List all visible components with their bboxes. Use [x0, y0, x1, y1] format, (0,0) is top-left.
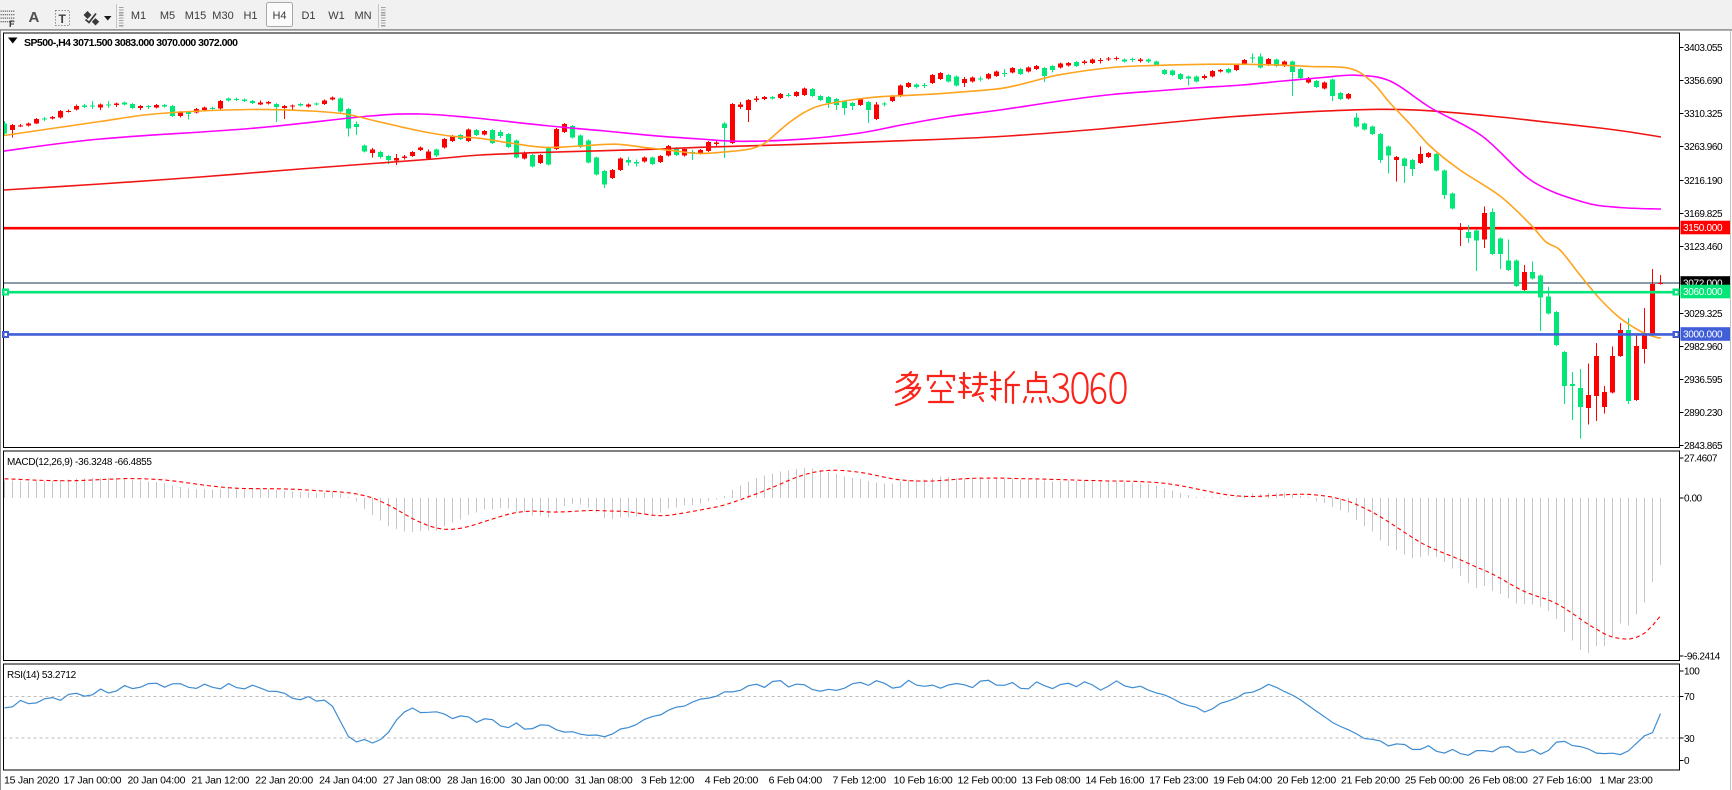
- svg-text:3 Feb 12:00: 3 Feb 12:00: [641, 775, 695, 787]
- svg-text:27 Jan 08:00: 27 Jan 08:00: [383, 775, 441, 787]
- svg-text:T: T: [59, 12, 67, 26]
- svg-text:SP500-,H4 3071.500 3083.000 3: SP500-,H4 3071.500 3083.000 3070.000 307…: [24, 37, 238, 49]
- svg-text:3060.000: 3060.000: [1683, 287, 1723, 298]
- svg-text:0.00: 0.00: [1684, 494, 1703, 505]
- svg-text:3072.000: 3072.000: [1683, 279, 1723, 290]
- svg-text:M1: M1: [131, 10, 146, 22]
- svg-text:RSI(14) 53.2712: RSI(14) 53.2712: [7, 670, 77, 681]
- svg-text:17 Feb 23:00: 17 Feb 23:00: [1149, 775, 1208, 787]
- svg-text:27 Feb 16:00: 27 Feb 16:00: [1533, 775, 1592, 787]
- svg-text:3169.825: 3169.825: [1684, 209, 1723, 220]
- svg-text:F: F: [9, 19, 15, 29]
- svg-text:2982.960: 2982.960: [1684, 342, 1723, 353]
- svg-text:W1: W1: [328, 10, 345, 22]
- svg-text:30 Jan 00:00: 30 Jan 00:00: [511, 775, 569, 787]
- svg-text:3123.460: 3123.460: [1684, 242, 1723, 253]
- svg-text:M5: M5: [160, 10, 175, 22]
- svg-text:3310.325: 3310.325: [1684, 109, 1723, 120]
- svg-text:20 Jan 04:00: 20 Jan 04:00: [127, 775, 185, 787]
- svg-text:22 Jan 20:00: 22 Jan 20:00: [255, 775, 313, 787]
- svg-text:15 Jan 2020: 15 Jan 2020: [4, 775, 59, 787]
- svg-text:26 Feb 08:00: 26 Feb 08:00: [1469, 775, 1528, 787]
- svg-text:28 Jan 16:00: 28 Jan 16:00: [447, 775, 505, 787]
- svg-text:MN: MN: [354, 10, 371, 22]
- svg-text:3403.055: 3403.055: [1684, 43, 1723, 54]
- svg-text:19 Feb 04:00: 19 Feb 04:00: [1213, 775, 1272, 787]
- svg-text:10 Feb 16:00: 10 Feb 16:00: [894, 775, 953, 787]
- svg-text:D1: D1: [301, 10, 315, 22]
- svg-text:H1: H1: [243, 10, 257, 22]
- svg-text:2890.230: 2890.230: [1684, 408, 1723, 419]
- svg-text:0: 0: [1684, 756, 1690, 767]
- svg-text:21 Feb 20:00: 21 Feb 20:00: [1341, 775, 1400, 787]
- svg-text:3029.325: 3029.325: [1684, 309, 1723, 320]
- svg-text:3216.190: 3216.190: [1684, 176, 1723, 187]
- svg-text:2936.595: 2936.595: [1684, 375, 1723, 386]
- svg-text:20 Feb 12:00: 20 Feb 12:00: [1277, 775, 1336, 787]
- svg-text:-96.2414: -96.2414: [1684, 652, 1721, 663]
- svg-text:1 Mar 23:00: 1 Mar 23:00: [1599, 775, 1653, 787]
- svg-text:6 Feb 04:00: 6 Feb 04:00: [769, 775, 823, 787]
- svg-text:M15: M15: [185, 10, 206, 22]
- svg-text:3000.000: 3000.000: [1683, 330, 1723, 341]
- svg-text:70: 70: [1684, 692, 1695, 703]
- svg-text:13 Feb 08:00: 13 Feb 08:00: [1021, 775, 1080, 787]
- svg-text:M30: M30: [212, 10, 233, 22]
- svg-text:100: 100: [1684, 667, 1700, 678]
- svg-text:H4: H4: [272, 10, 286, 22]
- svg-text:3263.960: 3263.960: [1684, 142, 1723, 153]
- svg-text:30: 30: [1684, 734, 1695, 745]
- svg-text:24 Jan 04:00: 24 Jan 04:00: [319, 775, 377, 787]
- svg-text:12 Feb 00:00: 12 Feb 00:00: [958, 775, 1017, 787]
- svg-text:25 Feb 00:00: 25 Feb 00:00: [1405, 775, 1464, 787]
- svg-text:A: A: [29, 9, 40, 26]
- svg-text:7 Feb 12:00: 7 Feb 12:00: [833, 775, 887, 787]
- svg-text:31 Jan 08:00: 31 Jan 08:00: [575, 775, 633, 787]
- svg-text:MACD(12,26,9) -36.3248 -66.485: MACD(12,26,9) -36.3248 -66.4855: [7, 457, 152, 468]
- svg-text:21 Jan 12:00: 21 Jan 12:00: [191, 775, 249, 787]
- svg-text:27.4607: 27.4607: [1684, 454, 1718, 465]
- svg-text:2843.865: 2843.865: [1684, 441, 1723, 452]
- svg-text:3356.690: 3356.690: [1684, 76, 1723, 87]
- svg-text:3150.000: 3150.000: [1683, 223, 1723, 234]
- svg-text:17 Jan 00:00: 17 Jan 00:00: [64, 775, 122, 787]
- svg-text:4 Feb 20:00: 4 Feb 20:00: [705, 775, 759, 787]
- svg-text:14 Feb 16:00: 14 Feb 16:00: [1085, 775, 1144, 787]
